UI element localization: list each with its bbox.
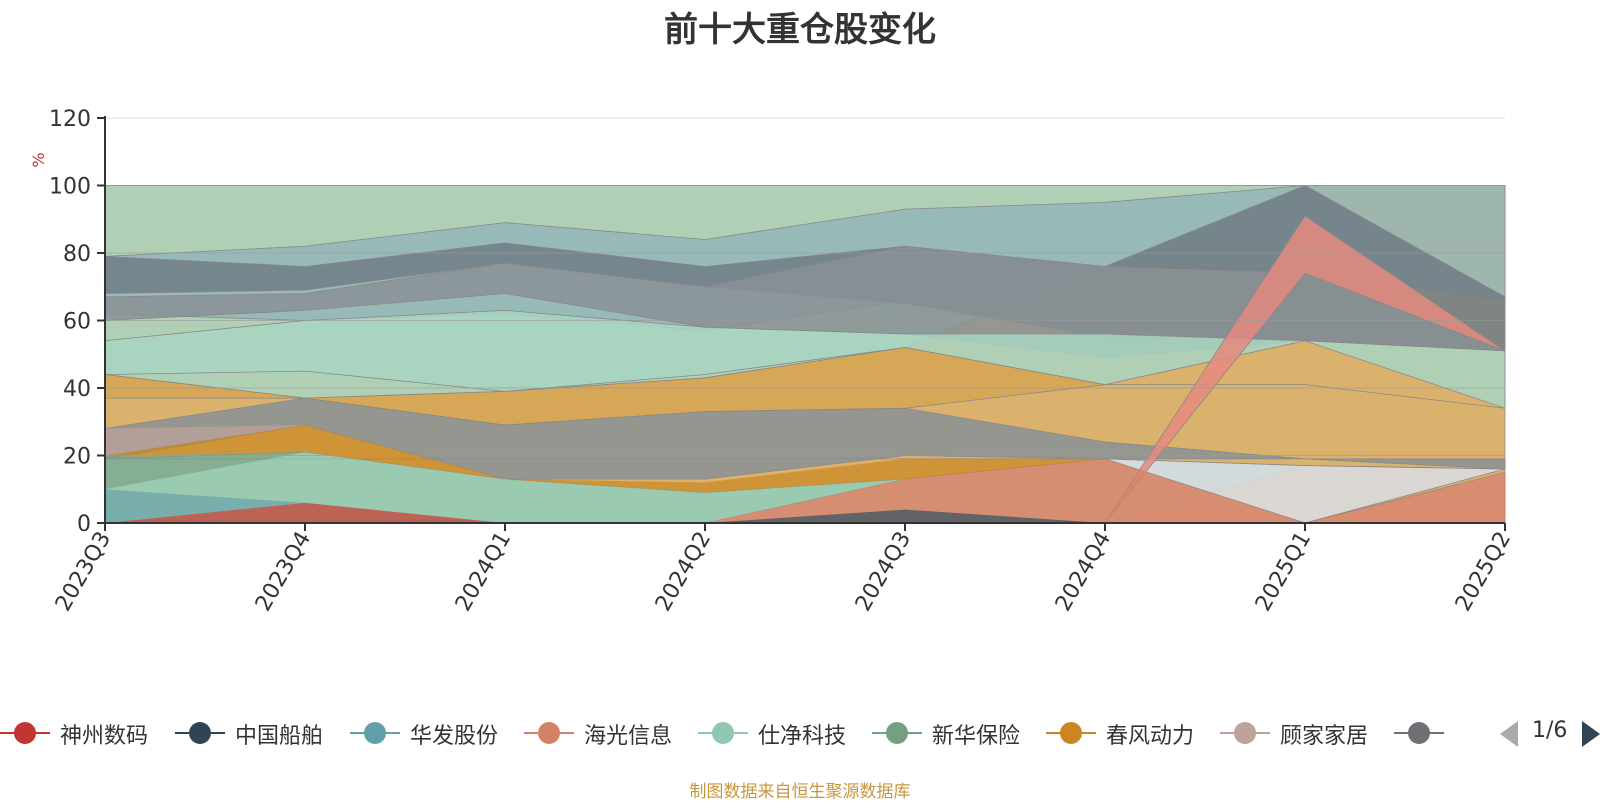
x-tick-label: 2024Q1 xyxy=(451,528,516,616)
legend-marker-icon xyxy=(698,722,748,744)
legend-prev-page-button[interactable] xyxy=(1500,721,1518,747)
series-area-5 xyxy=(105,452,1505,523)
legend-label: 春风动力 xyxy=(1106,724,1195,749)
x-tick-label: 2023Q4 xyxy=(251,528,316,616)
legend-marker-icon xyxy=(1046,722,1096,744)
legend-label: 华发股份 xyxy=(410,724,499,749)
legend-marker-icon xyxy=(872,722,922,744)
legend-marker-icon xyxy=(0,722,50,744)
legend-pager: 1/6 xyxy=(1500,715,1600,751)
y-tick-labels: 0 20 40 60 80 100 120 xyxy=(49,107,105,537)
chart-title: 前十大重仓股变化 xyxy=(664,10,936,50)
legend-label: 仕净科技 xyxy=(758,724,847,749)
y-axis-label: % xyxy=(29,152,48,167)
y-tick-label: 0 xyxy=(77,512,91,537)
legend-label: 中国船舶 xyxy=(235,724,324,749)
legend-marker-icon xyxy=(524,722,574,744)
y-tick-label: 40 xyxy=(63,377,91,402)
x-tick-labels: 2023Q3 2023Q4 2024Q1 2024Q2 2024Q3 2024Q4 2025… xyxy=(51,523,1516,616)
x-tick-label: 2024Q2 xyxy=(651,528,716,616)
series-area-2 xyxy=(105,502,1505,523)
legend-label: 新华保险 xyxy=(932,724,1021,749)
gridlines xyxy=(105,117,1505,456)
legend-marker-icon xyxy=(1394,722,1444,744)
x-tick-label: 2025Q2 xyxy=(1451,528,1516,616)
x-tick-label: 2025Q1 xyxy=(1251,528,1316,616)
y-tick-label: 100 xyxy=(49,175,91,200)
series-area-6 xyxy=(105,452,1505,523)
legend-label: 海光信息 xyxy=(584,724,673,749)
legend-next-page-button[interactable] xyxy=(1582,721,1600,747)
y-tick-label: 120 xyxy=(49,107,91,132)
stacked-area-bands xyxy=(104,185,1506,524)
y-tick-label: 60 xyxy=(63,310,91,335)
series-area-7 xyxy=(105,425,1505,523)
legend-marker-icon xyxy=(175,722,225,744)
legend: 神州数码 中国船舶 华发股份 海光信息 仕净科技 新华保险 春风动力 顾家家居 xyxy=(0,715,1495,751)
legend-page-indicator: 1/6 xyxy=(1532,718,1568,743)
x-tick-label: 2024Q4 xyxy=(1051,528,1116,616)
legend-label: 顾家家居 xyxy=(1280,724,1369,749)
series-area-4 xyxy=(105,458,1505,523)
legend-marker-icon xyxy=(350,722,400,744)
legend-marker-icon xyxy=(1220,722,1270,744)
x-tick-label: 2023Q3 xyxy=(51,528,116,616)
x-tick-label: 2024Q3 xyxy=(851,528,916,616)
legend-label: 神州数码 xyxy=(60,724,149,749)
source-note: 制图数据来自恒生聚源数据库 xyxy=(689,782,911,802)
y-tick-label: 80 xyxy=(63,242,91,267)
y-tick-label: 20 xyxy=(63,445,91,470)
